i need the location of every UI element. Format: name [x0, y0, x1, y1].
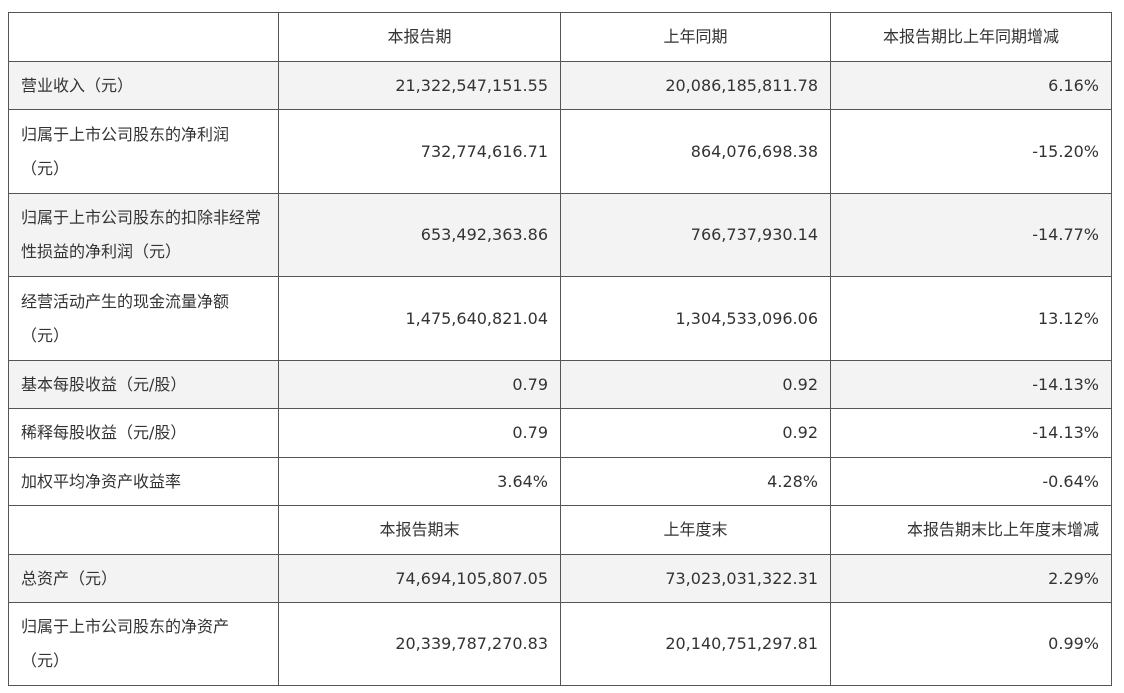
header-current-period: 本报告期: [278, 12, 561, 62]
prior-value: 0.92: [560, 408, 831, 458]
table-row: 归属于上市公司股东的净资产（元） 20,339,787,270.83 20,14…: [8, 602, 1112, 686]
prior-value: 73,023,031,322.31: [560, 554, 831, 603]
change-value: -14.13%: [830, 360, 1112, 409]
table-row: 总资产（元） 74,694,105,807.05 73,023,031,322.…: [8, 554, 1112, 603]
financial-table: 本报告期 上年同期 本报告期比上年同期增减 营业收入（元） 21,322,547…: [8, 12, 1112, 686]
row-label: 加权平均净资产收益率: [8, 457, 279, 506]
table-row: 经营活动产生的现金流量净额（元） 1,475,640,821.04 1,304,…: [8, 276, 1112, 361]
change-value: 2.29%: [830, 554, 1112, 603]
table-row: 稀释每股收益（元/股） 0.79 0.92 -14.13%: [8, 408, 1112, 458]
header-row-period-end: 本报告期末 上年度末 本报告期末比上年度末增减: [8, 505, 1112, 555]
current-value: 1,475,640,821.04: [278, 276, 561, 361]
prior-value: 0.92: [560, 360, 831, 409]
header-blank-cell: [8, 505, 279, 555]
table-row: 营业收入（元） 21,322,547,151.55 20,086,185,811…: [8, 61, 1112, 110]
prior-value: 1,304,533,096.06: [560, 276, 831, 361]
header-change: 本报告期比上年同期增减: [830, 12, 1112, 62]
change-value: 0.99%: [830, 602, 1112, 686]
current-value: 653,492,363.86: [278, 193, 561, 277]
prior-value: 864,076,698.38: [560, 109, 831, 194]
header-row: 本报告期 上年同期 本报告期比上年同期增减: [8, 12, 1112, 62]
row-label: 归属于上市公司股东的净资产（元）: [8, 602, 279, 686]
current-value: 732,774,616.71: [278, 109, 561, 194]
row-label: 基本每股收益（元/股）: [8, 360, 279, 409]
current-value: 20,339,787,270.83: [278, 602, 561, 686]
change-value: -14.77%: [830, 193, 1112, 277]
financial-summary: 本报告期 上年同期 本报告期比上年同期增减 营业收入（元） 21,322,547…: [8, 12, 1112, 686]
header-prior-year-end: 上年度末: [560, 505, 831, 555]
row-label: 总资产（元）: [8, 554, 279, 603]
change-value: -14.13%: [830, 408, 1112, 458]
current-value: 3.64%: [278, 457, 561, 506]
row-label: 稀释每股收益（元/股）: [8, 408, 279, 458]
current-value: 74,694,105,807.05: [278, 554, 561, 603]
prior-value: 4.28%: [560, 457, 831, 506]
table-row: 加权平均净资产收益率 3.64% 4.28% -0.64%: [8, 457, 1112, 506]
change-value: -0.64%: [830, 457, 1112, 506]
row-label: 营业收入（元）: [8, 61, 279, 110]
header-blank-cell: [8, 12, 279, 62]
row-label: 经营活动产生的现金流量净额（元）: [8, 276, 279, 361]
current-value: 21,322,547,151.55: [278, 61, 561, 110]
header-change-period-end: 本报告期末比上年度末增减: [830, 505, 1112, 555]
prior-value: 20,140,751,297.81: [560, 602, 831, 686]
change-value: -15.20%: [830, 109, 1112, 194]
header-prior-period: 上年同期: [560, 12, 831, 62]
change-value: 13.12%: [830, 276, 1112, 361]
prior-value: 766,737,930.14: [560, 193, 831, 277]
header-current-period-end: 本报告期末: [278, 505, 561, 555]
current-value: 0.79: [278, 360, 561, 409]
change-value: 6.16%: [830, 61, 1112, 110]
table-row: 基本每股收益（元/股） 0.79 0.92 -14.13%: [8, 360, 1112, 409]
row-label: 归属于上市公司股东的净利润（元）: [8, 109, 279, 194]
table-row: 归属于上市公司股东的净利润（元） 732,774,616.71 864,076,…: [8, 109, 1112, 194]
current-value: 0.79: [278, 408, 561, 458]
row-label: 归属于上市公司股东的扣除非经常性损益的净利润（元）: [8, 193, 279, 277]
table-row: 归属于上市公司股东的扣除非经常性损益的净利润（元） 653,492,363.86…: [8, 193, 1112, 277]
prior-value: 20,086,185,811.78: [560, 61, 831, 110]
